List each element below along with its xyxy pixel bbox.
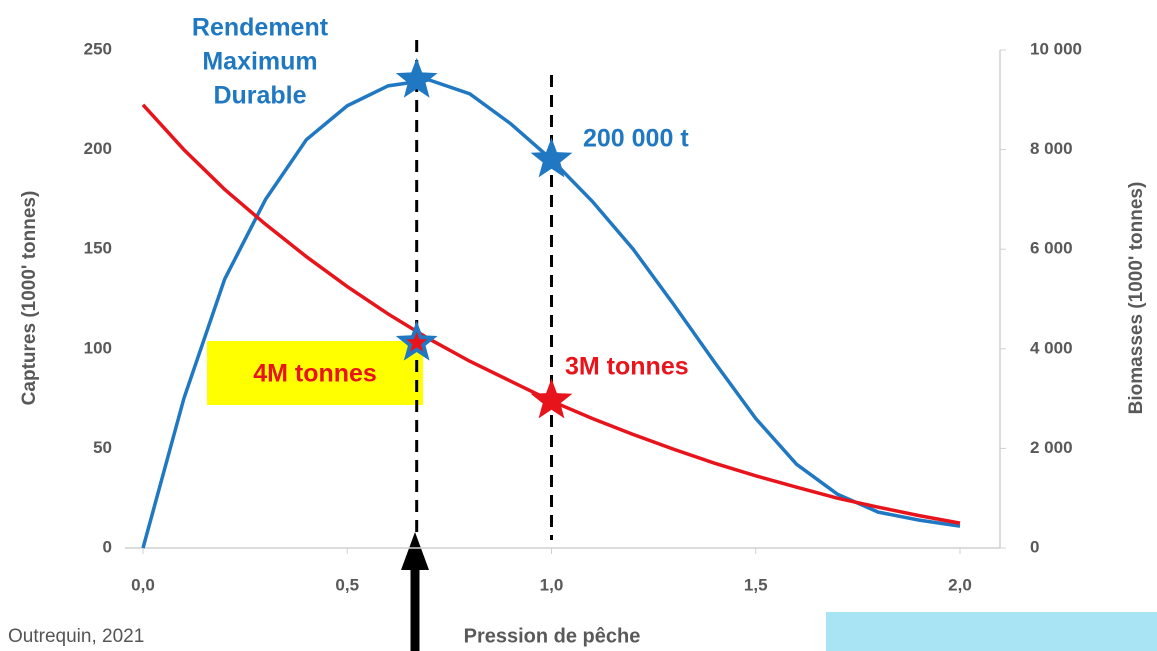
star-marker bbox=[395, 57, 438, 98]
x-tick-label: 2,0 bbox=[948, 575, 972, 594]
source: Outrequin, 2021 bbox=[8, 626, 144, 647]
star-marker bbox=[530, 378, 573, 419]
x-tick-label: 0,0 bbox=[131, 575, 155, 594]
annotation: Durable bbox=[213, 82, 306, 110]
y2-tick-label: 0 bbox=[1030, 537, 1039, 556]
y-tick-label: 150 bbox=[84, 239, 112, 258]
y-axis-label: Captures (1000' tonnes) bbox=[19, 191, 40, 406]
y-tick-label: 200 bbox=[84, 139, 112, 158]
arrow-head bbox=[401, 532, 429, 570]
y-tick-label: 50 bbox=[93, 438, 112, 457]
y-tick-label: 250 bbox=[84, 39, 112, 58]
star-marker bbox=[530, 137, 573, 178]
boat-image bbox=[826, 612, 1157, 651]
y2-tick-label: 2 000 bbox=[1030, 438, 1073, 457]
star-marker-inner bbox=[406, 331, 428, 352]
annotation: Maximum bbox=[202, 48, 317, 76]
annotation: 4M tonnes bbox=[253, 360, 377, 388]
annotation: 200 000 t bbox=[583, 125, 689, 153]
x-tick-label: 1,5 bbox=[744, 575, 768, 594]
annotation: Rendement bbox=[192, 14, 329, 42]
annotation: 3M tonnes bbox=[565, 353, 689, 381]
y2-tick-label: 4 000 bbox=[1030, 338, 1073, 357]
y2-tick-label: 6 000 bbox=[1030, 239, 1073, 258]
y2-axis-label: Biomasses (1000' tonnes) bbox=[1126, 182, 1147, 415]
y2-tick-label: 10 000 bbox=[1030, 39, 1082, 58]
x-axis-label: Pression de pêche bbox=[464, 625, 641, 647]
highlight-box bbox=[207, 341, 423, 405]
x-tick-label: 0,5 bbox=[335, 575, 359, 594]
y-tick-label: 0 bbox=[103, 537, 112, 556]
y-tick-label: 100 bbox=[84, 338, 112, 357]
y2-tick-label: 8 000 bbox=[1030, 139, 1073, 158]
x-tick-label: 1,0 bbox=[540, 575, 564, 594]
